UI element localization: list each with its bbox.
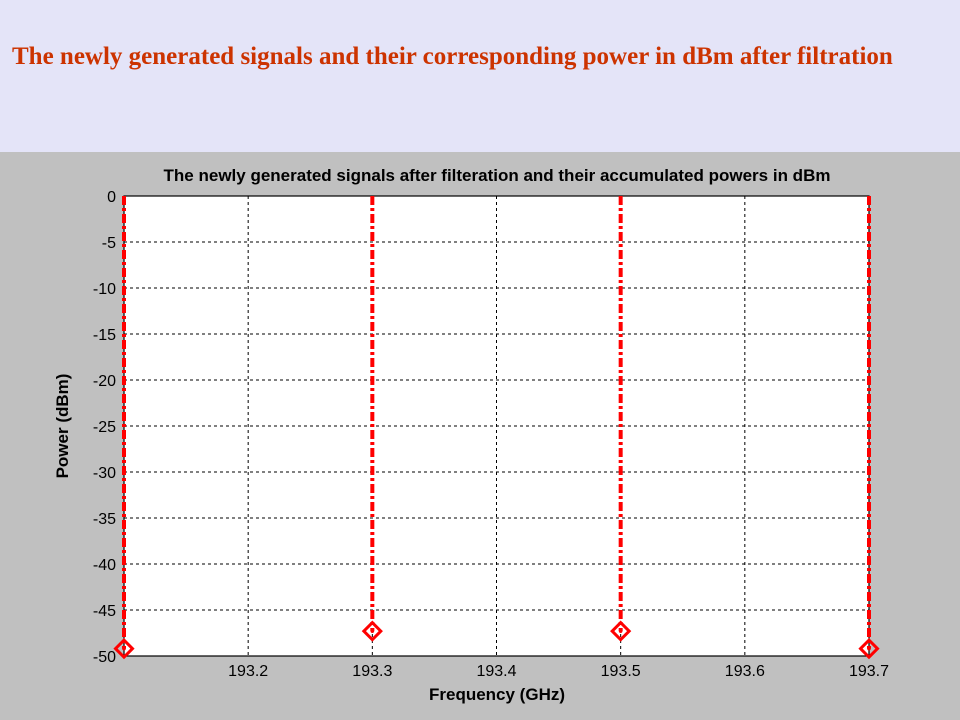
y-tick-label: -45: [93, 603, 116, 620]
y-tick-label: -35: [93, 511, 116, 528]
slide-header: The newly generated signals and their co…: [0, 0, 960, 152]
signal-marker: [858, 638, 880, 660]
y-tick-label: 0: [107, 189, 116, 206]
signal-marker-dot: [867, 646, 871, 651]
y-tick-label: -25: [93, 419, 116, 436]
tick-layer: 193.2 193.3 193.4 193.5 193.6 193.7 0 -5 -10 -15 -…: [93, 189, 889, 680]
stem-chart: The newly generated signals after filter…: [53, 166, 889, 704]
y-tick-label: -10: [93, 281, 116, 298]
y-tick-label: -40: [93, 557, 116, 574]
signal-marker: [610, 620, 632, 642]
y-tick-label: -20: [93, 373, 116, 390]
x-tick-label: 193.7: [849, 663, 889, 680]
x-tick-label: 193.2: [228, 663, 268, 680]
y-tick-label: -50: [93, 649, 116, 666]
chart-title: The newly generated signals after filter…: [164, 166, 831, 185]
signal-marker: [361, 620, 383, 642]
y-tick-label: -15: [93, 327, 116, 344]
slide-title: The newly generated signals and their co…: [12, 43, 893, 70]
y-axis-title: Power (dBm): [53, 374, 72, 479]
y-tick-label: -30: [93, 465, 116, 482]
signal-marker-dot: [618, 629, 623, 633]
x-tick-label: 193.4: [476, 663, 516, 680]
figure-area: The newly generated signals after filter…: [0, 152, 960, 720]
y-tick-label: -5: [102, 235, 116, 252]
signal-marker-dot: [370, 629, 375, 633]
signal-marker: [113, 638, 135, 660]
x-tick-label: 193.3: [352, 663, 392, 680]
x-tick-label: 193.6: [725, 663, 765, 680]
stem-layer: [113, 196, 880, 660]
x-tick-label: 193.5: [601, 663, 641, 680]
signal-marker-dot: [122, 646, 126, 651]
x-axis-title: Frequency (GHz): [429, 685, 565, 704]
